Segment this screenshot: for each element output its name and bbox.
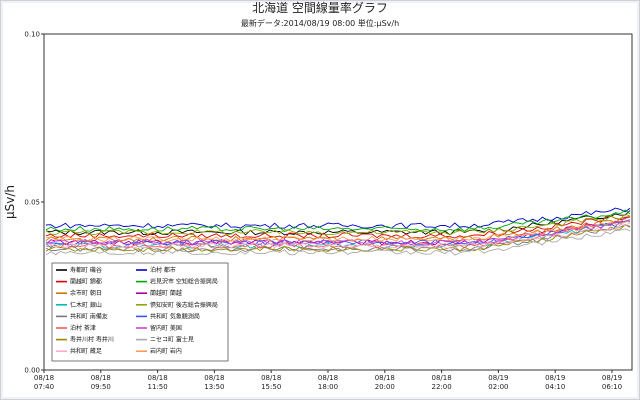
x-tick-label-time: 20:00 [375,383,395,391]
series-line [45,215,631,239]
x-tick-label-date: 08/18 [261,374,281,382]
x-tick-label-date: 08/19 [602,374,622,382]
legend-label: 寿都町 磯谷 [70,266,102,274]
x-tick-label-time: 06:10 [602,383,622,391]
series-line [45,210,631,236]
legend-label: 蘭越町 蘭越 [150,289,182,297]
legend-label: 留内町 美国 [150,324,182,332]
legend-label: 泊村 茶津 [70,324,96,332]
chart-title: 北海道 空間線量率グラフ [252,0,388,15]
x-tick-label-date: 08/19 [545,374,565,382]
x-tick-label-date: 08/19 [488,374,508,382]
x-tick-label-date: 08/18 [204,374,224,382]
series-line [45,213,631,236]
legend-box [51,262,229,362]
series-line [45,209,631,233]
x-tick-label-date: 08/18 [375,374,395,382]
legend-label: 岩内町 岩内 [150,347,182,355]
legend-label: 蘭越町 錦都 [70,278,102,286]
legend-label: 共和町 南備友 [70,312,108,320]
series-line [45,220,631,243]
y-tick-label: 0.00 [24,367,40,375]
legend-label: 岩見沢市 空知総合振興局 [150,278,218,286]
y-tick-label: 0.10 [24,31,40,39]
x-tick-label-time: 15:50 [261,383,281,391]
x-tick-label-time: 13:50 [204,383,224,391]
x-tick-label-date: 08/18 [432,374,452,382]
legend-label: 倶知安町 後志総合振興局 [150,301,218,309]
legend-label: 共和町 気象観測局 [150,312,200,320]
x-tick-label-date: 08/18 [34,374,54,382]
x-tick-label-time: 11:50 [148,383,168,391]
x-tick-label-time: 04:10 [545,383,565,391]
x-tick-label-time: 07:40 [34,383,54,391]
x-tick-label-date: 08/18 [91,374,111,382]
legend-label: 共和町 蔵足 [70,347,102,355]
chart-subtitle: 最新データ:2014/08/19 08:00 単位:μSv/h [241,18,399,28]
legend-label: 寿井川村 寿井川 [70,336,114,344]
x-tick-label-date: 08/18 [148,374,168,382]
legend-label: ニセコ町 富士見 [150,336,194,344]
x-tick-label-date: 08/18 [318,374,338,382]
x-tick-label-time: 02:00 [488,383,508,391]
series-line [45,222,631,249]
x-tick-label-time: 09:50 [91,383,111,391]
x-tick-label-time: 22:00 [432,383,452,391]
series-line [45,220,631,249]
y-tick-label: 0.05 [24,199,40,207]
legend-label: 余市町 朝日 [70,289,102,297]
x-tick-label-time: 18:00 [318,383,338,391]
series-line [45,228,631,256]
legend-label: 仁木町 銀山 [70,301,102,309]
series-lines [45,207,631,256]
series-line [45,207,631,229]
legend-label: 泊村 都市 [150,266,176,274]
y-axis-label: μSv/h [3,185,17,219]
